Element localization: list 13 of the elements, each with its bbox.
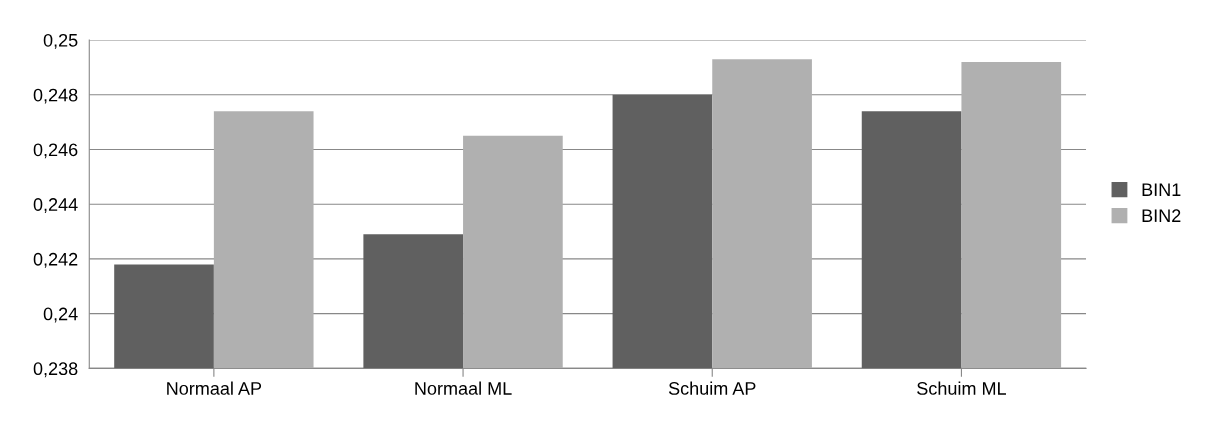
- y-tick-label: 0,238: [33, 362, 78, 378]
- x-tick-label: Normaal ML: [415, 381, 512, 395]
- y-tick-label: 0,25: [43, 33, 78, 49]
- y-tick-label: 0,248: [33, 88, 78, 104]
- y-tick-label: 0,244: [33, 198, 78, 214]
- legend-label: BIN2: [1142, 209, 1181, 222]
- x-tick-label: Schuim AP: [668, 381, 756, 395]
- y-tick-label: 0,24: [43, 307, 78, 323]
- legend-label: BIN1: [1142, 183, 1181, 196]
- x-tick-label: Normaal AP: [167, 381, 262, 395]
- y-tick-label: 0,242: [33, 252, 78, 268]
- x-tick-label: Schuim ML: [917, 381, 1006, 395]
- y-tick-label: 0,246: [33, 143, 78, 159]
